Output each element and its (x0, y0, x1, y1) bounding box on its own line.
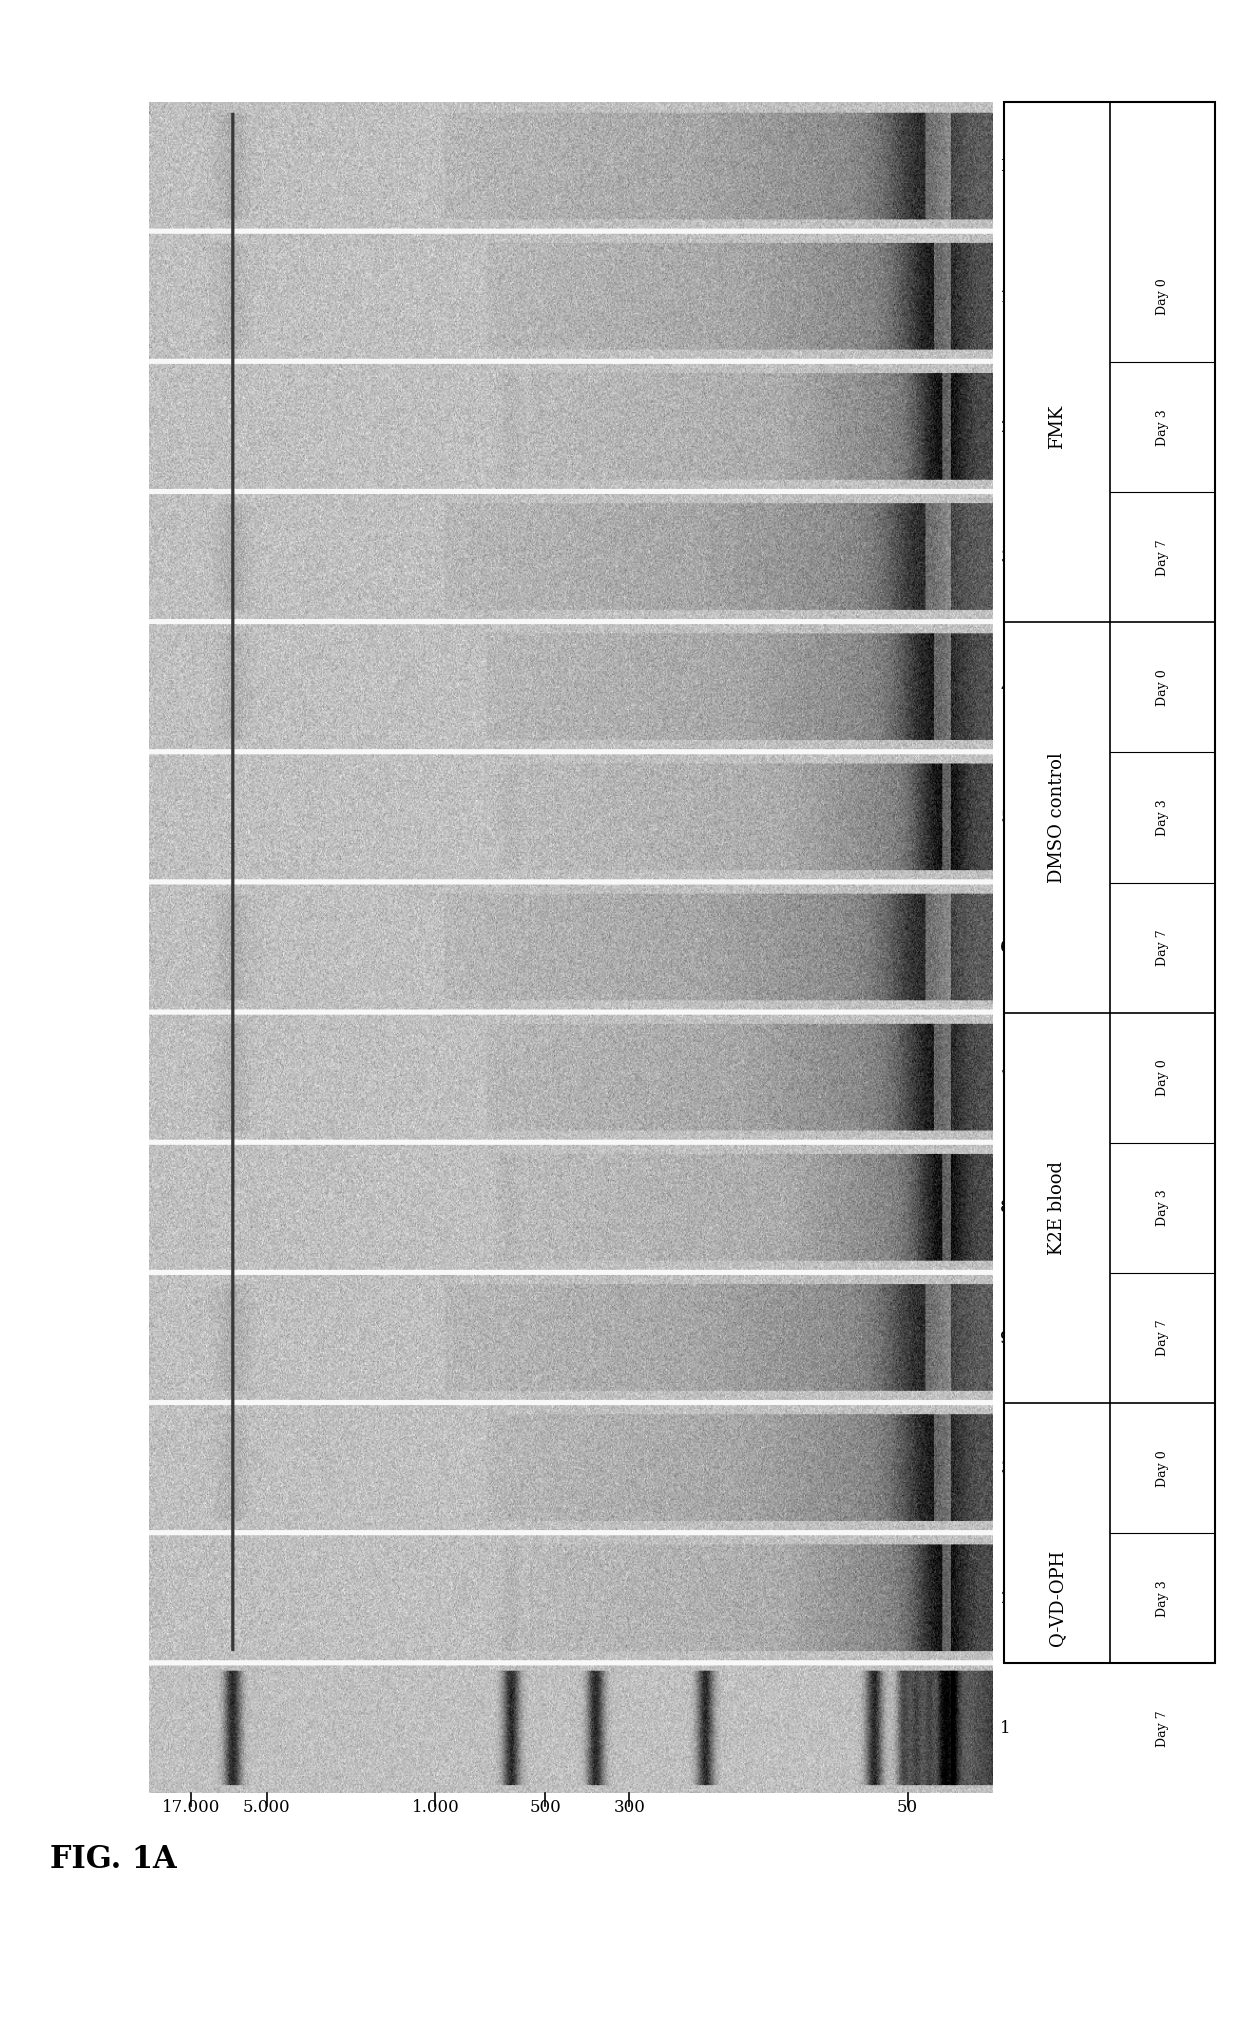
Text: FMK: FMK (1048, 406, 1066, 448)
Text: K2E blood: K2E blood (1048, 1162, 1066, 1255)
Text: Day 0: Day 0 (1156, 668, 1169, 705)
Text: 2: 2 (1001, 1590, 1011, 1606)
Text: 5: 5 (1001, 809, 1011, 825)
Text: FIG. 1A: FIG. 1A (50, 1844, 176, 1875)
Text: Day 7: Day 7 (1156, 929, 1169, 966)
Text: Day 7: Day 7 (1156, 1710, 1169, 1747)
Text: Day 3: Day 3 (1156, 410, 1169, 446)
Text: 5.000: 5.000 (243, 1800, 290, 1816)
Text: 2: 2 (1001, 418, 1011, 436)
Text: Day 7: Day 7 (1156, 1321, 1169, 1357)
Text: 300: 300 (614, 1800, 645, 1816)
Text: L: L (1001, 159, 1012, 175)
Text: Day 0: Day 0 (1156, 1060, 1169, 1096)
Text: 1: 1 (1001, 289, 1011, 306)
Text: 8: 8 (1001, 1200, 1011, 1217)
Text: Day 3: Day 3 (1156, 799, 1169, 836)
Text: Day 3: Day 3 (1156, 1579, 1169, 1616)
Text: DMSO control: DMSO control (1048, 752, 1066, 882)
Text: Day 0: Day 0 (1156, 279, 1169, 316)
Text: 17.000: 17.000 (161, 1800, 221, 1816)
Text: 1.000: 1.000 (412, 1800, 459, 1816)
Text: Day 7: Day 7 (1156, 538, 1169, 575)
Text: 500: 500 (529, 1800, 560, 1816)
Text: 3: 3 (1001, 1459, 1011, 1478)
Text: 6: 6 (1001, 940, 1011, 956)
Text: Day 0: Day 0 (1156, 1449, 1169, 1486)
Text: Day 3: Day 3 (1156, 1190, 1169, 1227)
Text: 1: 1 (1001, 1720, 1011, 1736)
Text: Q-VD-OPH: Q-VD-OPH (1048, 1551, 1066, 1647)
Text: 4: 4 (1001, 679, 1011, 695)
Text: 7: 7 (1001, 1070, 1011, 1086)
Text: 50: 50 (897, 1800, 919, 1816)
Text: 9: 9 (1001, 1329, 1011, 1347)
Text: 3: 3 (1001, 548, 1011, 567)
